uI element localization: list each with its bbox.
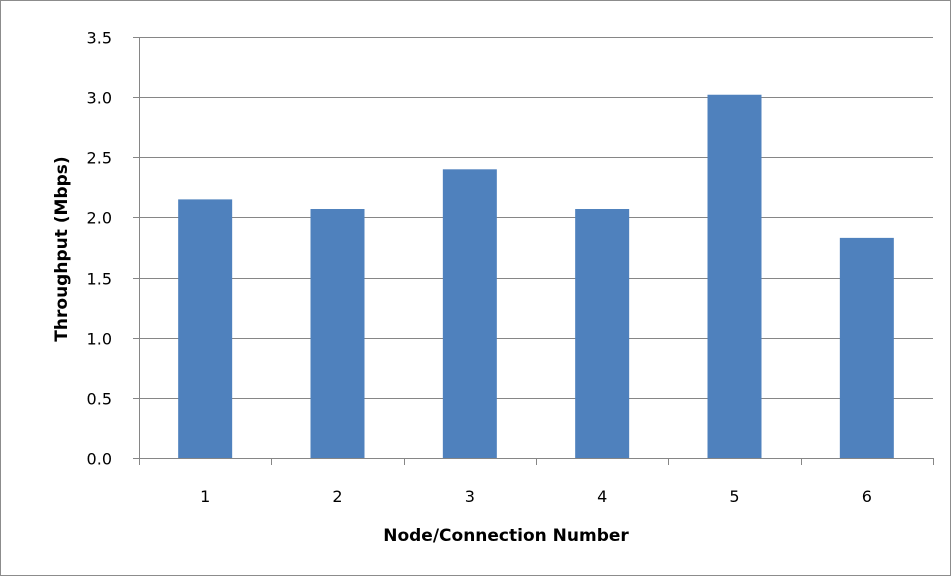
y-tick-label: 3.5 (87, 29, 112, 48)
bar-4 (575, 209, 630, 458)
y-tick-label: 2.0 (87, 209, 112, 228)
x-tick-label: 3 (465, 487, 475, 506)
x-axis-title: Node/Connection Number (383, 526, 629, 546)
y-tick-label: 0.0 (87, 450, 112, 469)
bar-1 (178, 199, 233, 458)
x-tick-labels: 1 2 3 4 5 6 (200, 487, 872, 506)
y-tick-label: 1.0 (87, 330, 112, 349)
axes (133, 37, 934, 465)
bar-2 (310, 209, 365, 458)
bar-3 (442, 169, 497, 459)
y-axis-title: Throughput (Mbps) (52, 156, 72, 341)
y-tick-label: 3.0 (87, 89, 112, 108)
gridlines (139, 37, 933, 399)
x-tick-label: 2 (332, 487, 342, 506)
bar-5 (707, 94, 762, 458)
bars (178, 94, 894, 459)
x-tick-label: 1 (200, 487, 210, 506)
x-tick-label: 6 (862, 487, 872, 506)
y-tick-label: 2.5 (87, 149, 112, 168)
x-tick-label: 5 (729, 487, 739, 506)
y-tick-labels: 0.0 0.5 1.0 1.5 2.0 2.5 3.0 3.5 (87, 29, 112, 469)
y-tick-label: 1.5 (87, 270, 112, 289)
bar-6 (839, 237, 894, 458)
x-tick-label: 4 (597, 487, 607, 506)
y-tick-label: 0.5 (87, 390, 112, 409)
